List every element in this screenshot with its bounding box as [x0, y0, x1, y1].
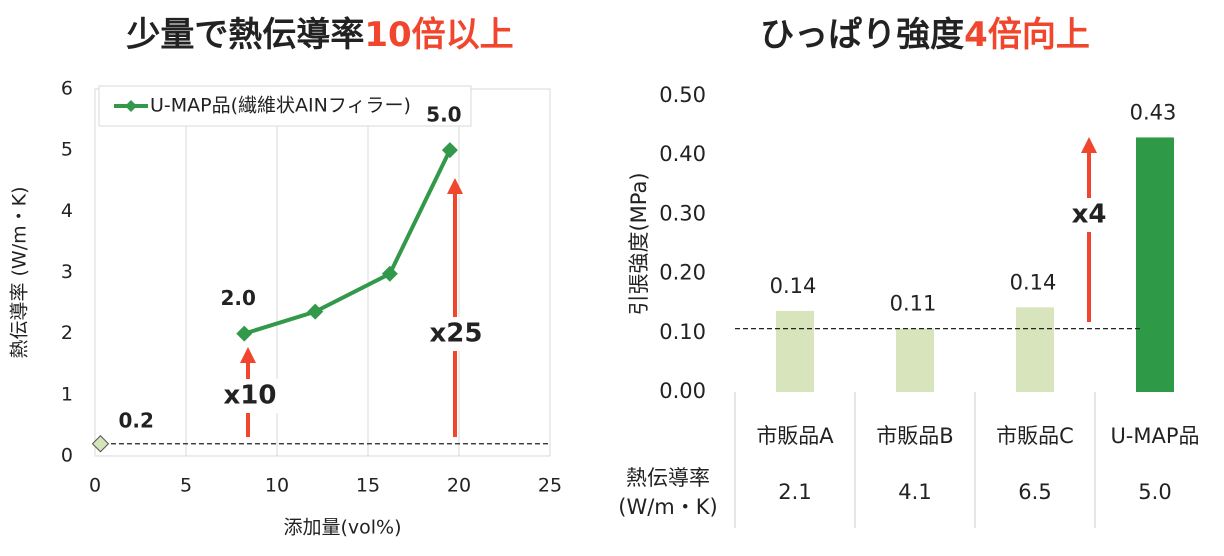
- title-main: ひっぱり強度: [760, 15, 964, 55]
- y-tick-label: 5: [61, 139, 73, 161]
- chart-title: ひっぱり強度4倍向上: [760, 15, 1090, 55]
- data-label: 0.2: [118, 408, 153, 432]
- y-tick-label: 2: [61, 322, 73, 344]
- annotation-bg: [220, 379, 280, 413]
- table-cell: 2.1: [778, 480, 811, 504]
- annotation-bg: [1059, 198, 1119, 232]
- table-cell: 4.1: [898, 480, 931, 504]
- y-tick-label: 1: [61, 383, 73, 405]
- category-label: 市販品B: [876, 424, 953, 448]
- table-cell: 6.5: [1018, 480, 1051, 504]
- data-label: 5.0: [426, 103, 461, 127]
- table-cell: 5.0: [1138, 480, 1171, 504]
- x-tick-label: 10: [265, 475, 289, 497]
- bar: [1136, 137, 1174, 392]
- y-axis-label: 熱伝導率 (W/m・K): [9, 186, 31, 358]
- arrow-head: [240, 347, 256, 363]
- marker: [381, 265, 398, 282]
- y-tick-label: 0: [61, 445, 73, 467]
- x-tick-label: 20: [447, 475, 471, 497]
- legend-label: U-MAP品(繊維状AINフィラー): [150, 95, 411, 117]
- bar: [1016, 307, 1054, 392]
- y-tick-label: 0.50: [659, 83, 706, 107]
- annotation: x10: [224, 381, 277, 411]
- x-tick-label: 0: [89, 475, 101, 497]
- x-tick-label: 25: [538, 475, 562, 497]
- y-axis-label: 引張強度(MPa): [627, 172, 651, 315]
- y-tick-label: 4: [61, 200, 73, 222]
- plot-frame: [94, 88, 551, 457]
- series-line: [243, 149, 452, 336]
- y-tick-label: 0.00: [659, 379, 706, 403]
- x-tick-label: 5: [180, 475, 192, 497]
- marker: [307, 303, 324, 320]
- data-label: 2.0: [221, 286, 256, 310]
- data-label: 0.43: [1130, 100, 1177, 124]
- x-tick-label: 15: [356, 475, 380, 497]
- x-axis-label: 添加量(vol%): [283, 517, 401, 539]
- bar: [896, 328, 934, 392]
- title-main: 少量で熱伝導率: [126, 15, 364, 55]
- category-label: 市販品A: [756, 424, 834, 448]
- bar: [776, 310, 814, 392]
- legend-marker: [125, 100, 137, 112]
- y-tick-label: 0.10: [659, 320, 706, 344]
- data-label: 0.11: [890, 292, 937, 316]
- y-tick-label: 0.40: [659, 142, 706, 166]
- y-tick-label: 0.20: [659, 261, 706, 285]
- annotation-bg: [426, 317, 486, 351]
- y-tick-label: 3: [61, 261, 73, 283]
- table-row-header: (W/m・K): [618, 495, 717, 519]
- title-highlight: 10倍以上: [364, 15, 513, 55]
- y-tick-label: 6: [61, 78, 73, 100]
- arrow-head: [447, 178, 463, 194]
- reference-point: [91, 435, 110, 453]
- category-label: 市販品C: [996, 424, 1074, 448]
- data-label: 0.14: [770, 274, 817, 298]
- table-row-header: 熱伝導率: [626, 466, 710, 490]
- data-label: 0.14: [1010, 270, 1057, 294]
- annotation: x25: [430, 319, 483, 349]
- y-tick-label: 0.30: [659, 201, 706, 225]
- category-label: U-MAP品: [1110, 424, 1199, 448]
- marker: [441, 142, 458, 159]
- chart-title: 少量で熱伝導率10倍以上: [126, 15, 513, 55]
- title-highlight: 4倍向上: [964, 15, 1090, 55]
- marker: [236, 325, 253, 342]
- legend: [98, 85, 472, 127]
- annotation: x4: [1072, 200, 1107, 230]
- arrow-head: [1081, 137, 1097, 153]
